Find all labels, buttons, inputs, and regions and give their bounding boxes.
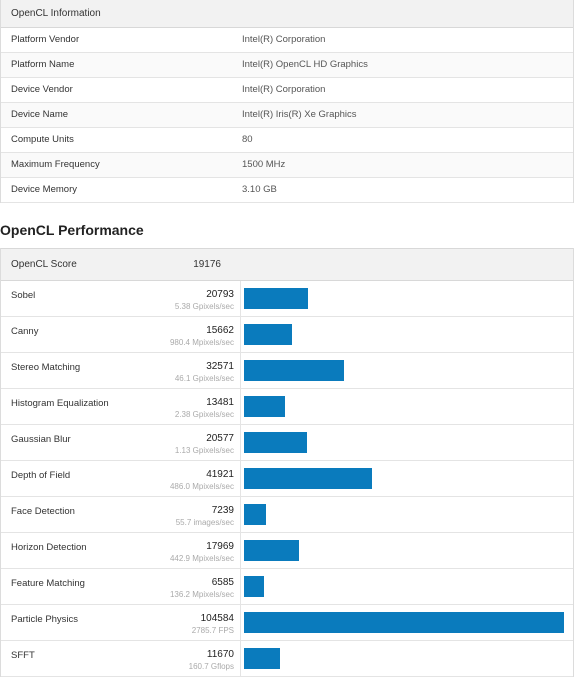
opencl-score-label: OpenCL Score <box>11 259 77 270</box>
performance-section-title: OpenCL Performance <box>0 222 144 238</box>
info-row-value: 1500 MHz <box>242 159 286 170</box>
info-row: Device Vendor Intel(R) Corporation <box>1 78 573 103</box>
benchmark-name: Horizon Detection <box>11 542 87 553</box>
info-row: Platform Vendor Intel(R) Corporation <box>1 28 573 53</box>
benchmark-rate: 486.0 Mpixels/sec <box>169 482 234 491</box>
benchmark-row: Feature Matching 6585 136.2 Mpixels/sec <box>1 569 573 605</box>
benchmark-score: 41921 <box>206 469 234 480</box>
column-divider <box>240 569 241 604</box>
benchmark-score: 7239 <box>211 505 234 516</box>
info-row: Device Memory 3.10 GB <box>1 178 573 203</box>
benchmark-name: Stereo Matching <box>11 362 81 373</box>
column-divider <box>240 461 241 496</box>
benchmark-name: SFFT <box>11 650 35 661</box>
benchmark-score-bar <box>244 324 292 345</box>
benchmark-name: Sobel <box>11 290 36 301</box>
benchmark-score: 20793 <box>206 289 234 300</box>
info-row-value: Intel(R) Corporation <box>242 84 326 95</box>
info-row-value: 3.10 GB <box>242 184 277 195</box>
benchmark-score: 32571 <box>206 361 234 372</box>
column-divider <box>240 605 241 640</box>
info-row-value: Intel(R) OpenCL HD Graphics <box>242 59 368 70</box>
column-divider <box>240 533 241 568</box>
benchmark-name: Particle Physics <box>11 614 79 625</box>
benchmark-rate: 5.38 Gpixels/sec <box>174 302 234 311</box>
performance-rows: Sobel 20793 5.38 Gpixels/sec Canny 15662 980.… <box>1 281 573 677</box>
benchmark-row: Histogram Equalization 13481 2.38 Gpixels/… <box>1 389 573 425</box>
benchmark-row: Face Detection 7239 55.7 images/sec <box>1 497 573 533</box>
info-row-label: Device Name <box>11 109 69 120</box>
info-row: Compute Units 80 <box>1 128 573 153</box>
benchmark-row: Particle Physics 104584 2785.7 FPS <box>1 605 573 641</box>
benchmark-row: SFFT 11670 160.7 Gflops <box>1 641 573 677</box>
benchmark-score-bar <box>244 612 564 633</box>
benchmark-rate: 2.38 Gpixels/sec <box>174 410 234 419</box>
info-row-value: 80 <box>242 134 253 145</box>
benchmark-score: 17969 <box>206 541 234 552</box>
benchmark-score: 15662 <box>206 325 234 336</box>
benchmark-rate: 46.1 Gpixels/sec <box>174 374 234 383</box>
benchmark-name: Gaussian Blur <box>11 434 71 445</box>
column-divider <box>240 353 241 388</box>
column-divider <box>240 317 241 352</box>
benchmark-rate: 1.13 Gpixels/sec <box>174 446 234 455</box>
benchmark-score: 20577 <box>206 433 234 444</box>
column-divider <box>240 641 241 676</box>
benchmark-rate: 980.4 Mpixels/sec <box>169 338 234 347</box>
benchmark-score-bar <box>244 504 266 525</box>
info-row-label: Device Memory <box>11 184 77 195</box>
benchmark-score-bar <box>244 360 344 381</box>
benchmark-name: Histogram Equalization <box>11 398 109 409</box>
column-divider <box>240 425 241 460</box>
benchmark-score: 11670 <box>206 649 234 660</box>
info-row-label: Compute Units <box>11 134 74 145</box>
info-row-label: Platform Name <box>11 59 75 70</box>
benchmark-score-bar <box>244 648 280 669</box>
benchmark-rate: 55.7 images/sec <box>175 518 234 527</box>
benchmark-row: Gaussian Blur 20577 1.13 Gpixels/sec <box>1 425 573 461</box>
opencl-score-value: 19176 <box>193 259 221 270</box>
benchmark-score-bar <box>244 396 285 417</box>
info-row-label: Device Vendor <box>11 84 73 95</box>
column-divider <box>240 281 241 316</box>
column-divider <box>240 497 241 532</box>
opencl-score-row: OpenCL Score 19176 <box>1 248 573 281</box>
info-row-label: Maximum Frequency <box>11 159 100 170</box>
info-row-value: Intel(R) Iris(R) Xe Graphics <box>242 109 357 120</box>
benchmark-row: Sobel 20793 5.38 Gpixels/sec <box>1 281 573 317</box>
info-table-header: OpenCL Information <box>1 0 573 28</box>
column-divider <box>240 389 241 424</box>
benchmark-rate: 442.9 Mpixels/sec <box>169 554 234 563</box>
benchmark-rate: 2785.7 FPS <box>191 626 234 635</box>
info-row: Device Name Intel(R) Iris(R) Xe Graphics <box>1 103 573 128</box>
benchmark-row: Canny 15662 980.4 Mpixels/sec <box>1 317 573 353</box>
benchmark-rate: 136.2 Mpixels/sec <box>169 590 234 599</box>
info-row: Maximum Frequency 1500 MHz <box>1 153 573 178</box>
benchmark-score-bar <box>244 468 372 489</box>
benchmark-name: Face Detection <box>11 506 75 517</box>
benchmark-score: 6585 <box>211 577 234 588</box>
benchmark-row: Depth of Field 41921 486.0 Mpixels/sec <box>1 461 573 497</box>
info-row-label: Platform Vendor <box>11 34 80 45</box>
benchmark-row: Stereo Matching 32571 46.1 Gpixels/sec <box>1 353 573 389</box>
benchmark-row: Horizon Detection 17969 442.9 Mpixels/sec <box>1 533 573 569</box>
benchmark-name: Depth of Field <box>11 470 71 481</box>
info-rows: Platform Vendor Intel(R) Corporation Platf… <box>1 28 573 203</box>
opencl-performance-table: OpenCL Score 19176 Sobel 20793 5.38 Gpixel… <box>0 248 574 677</box>
benchmark-name: Feature Matching <box>11 578 85 589</box>
benchmark-score-bar <box>244 540 299 561</box>
benchmark-score: 104584 <box>200 613 234 624</box>
info-row: Platform Name Intel(R) OpenCL HD Graphics <box>1 53 573 78</box>
benchmark-score: 13481 <box>206 397 234 408</box>
benchmark-score-bar <box>244 432 307 453</box>
benchmark-name: Canny <box>11 326 39 337</box>
benchmark-score-bar <box>244 288 308 309</box>
benchmark-rate: 160.7 Gflops <box>188 662 234 671</box>
info-row-value: Intel(R) Corporation <box>242 34 326 45</box>
opencl-information-table: OpenCL Information Platform Vendor Intel(… <box>0 0 574 203</box>
benchmark-score-bar <box>244 576 264 597</box>
